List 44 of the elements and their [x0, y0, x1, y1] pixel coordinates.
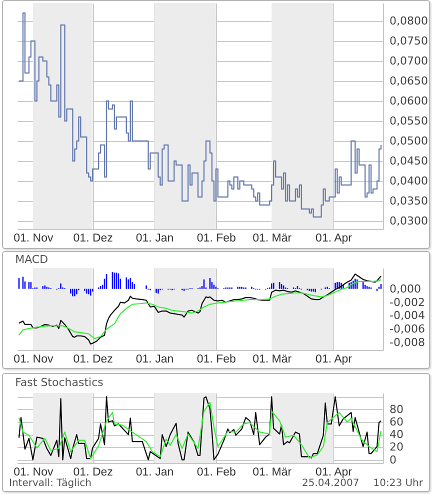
y-tick-label: 0,0650 — [390, 74, 428, 88]
x-tick-label: 01. Mär — [252, 232, 292, 244]
x-tick-label: 01. Feb — [196, 466, 236, 478]
x-tick-label: 01. Nov — [14, 354, 54, 366]
y-tick-label: 0,0750 — [390, 34, 428, 48]
y-tick-label: 0,0350 — [390, 194, 428, 208]
x-tick-label: 01. Mär — [252, 466, 292, 478]
y-tick-label: 0,0300 — [390, 214, 428, 228]
x-tick-label: 01. Apr — [316, 354, 352, 366]
chart-title: Fast Stochastics — [15, 376, 104, 389]
y-tick-label: 0,0450 — [390, 154, 428, 168]
x-tick-label: 01. Dez — [73, 232, 114, 244]
x-tick-label: 01. Apr — [316, 466, 352, 478]
x-tick-label: 01. Jan — [136, 466, 174, 478]
x-tick-label: 01. Feb — [196, 232, 236, 244]
chart-title: MACD — [15, 253, 48, 266]
x-tick-label: 01. Dez — [73, 466, 114, 478]
text: Intervall: Täglich — [9, 478, 92, 490]
y-tick-label: 80 — [390, 402, 404, 416]
y-tick-label: 40 — [390, 428, 404, 442]
y-tick-label: 0,0800 — [390, 14, 428, 28]
y-tick-label: -0,002 — [390, 296, 425, 309]
x-tick-label: 01. Dez — [73, 354, 114, 366]
y-tick-label: 0,0500 — [390, 134, 428, 148]
y-tick-label: -0,006 — [390, 322, 425, 336]
x-tick-label: 01. Jan — [136, 354, 174, 366]
y-tick-label: 20 — [390, 440, 404, 454]
text: 25.04.2007 — [302, 478, 360, 490]
text: 10:23 Uhr — [373, 478, 423, 490]
y-tick-label: 0,000 — [390, 282, 421, 296]
y-tick-label: 60 — [390, 416, 404, 429]
x-tick-label: 01. Mär — [252, 354, 292, 366]
x-tick-label: 01. Apr — [316, 232, 352, 244]
y-tick-label: 0,0700 — [390, 54, 428, 68]
y-tick-label: 0,0550 — [390, 114, 428, 128]
y-tick-label: -0,008 — [390, 336, 425, 350]
x-tick-label: 01. Nov — [14, 232, 54, 244]
y-tick-label: 0,0400 — [390, 174, 428, 188]
x-tick-label: 01. Nov — [14, 466, 54, 478]
y-tick-label: 0,0600 — [390, 94, 428, 108]
y-tick-label: -0,004 — [390, 309, 425, 322]
x-tick-label: 01. Feb — [196, 354, 236, 366]
y-tick-label: 0 — [390, 453, 396, 466]
x-tick-label: 01. Jan — [136, 232, 174, 244]
